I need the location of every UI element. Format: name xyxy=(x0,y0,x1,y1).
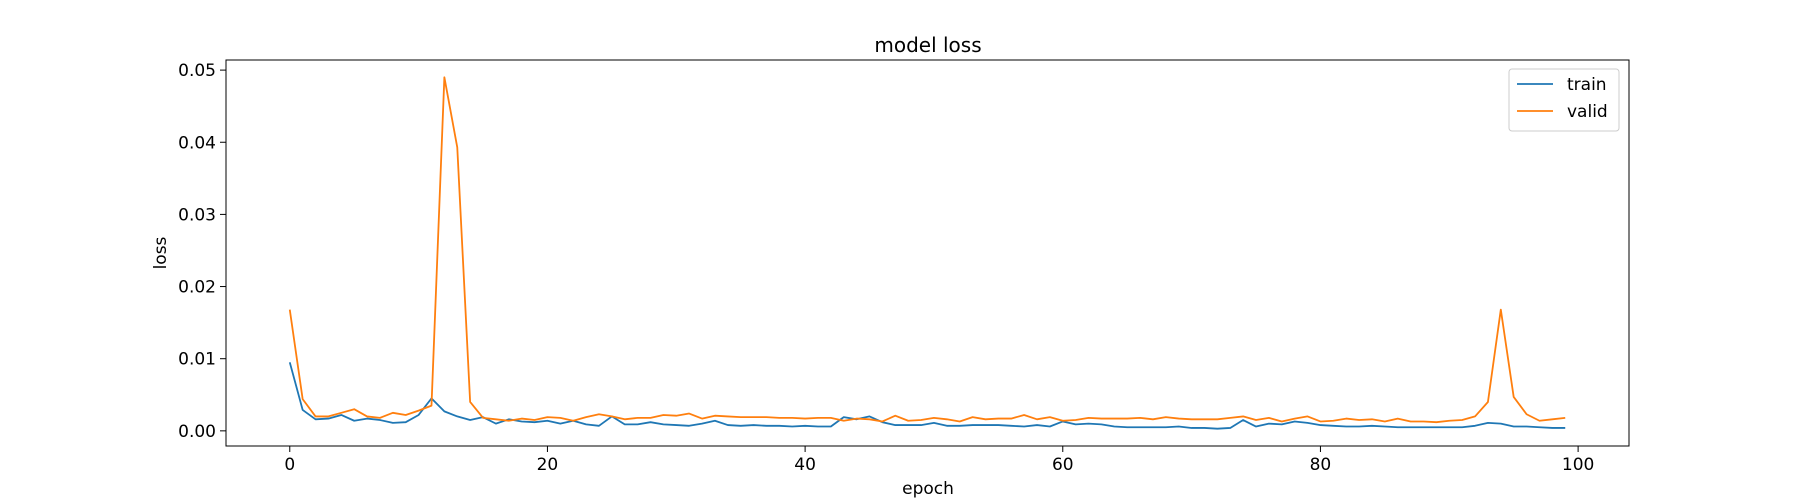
legend: train valid xyxy=(1508,68,1620,132)
y-tick-label: 0.00 xyxy=(178,422,216,442)
y-axis: 0.00 0.01 0.02 0.03 0.04 0.05 xyxy=(178,61,226,442)
x-tick-label: 80 xyxy=(1310,455,1332,475)
y-axis-label: loss xyxy=(151,236,171,269)
legend-label-train: train xyxy=(1567,75,1607,95)
y-tick-label: 0.04 xyxy=(178,133,216,153)
y-tick-label: 0.03 xyxy=(178,205,216,225)
x-tick-label: 60 xyxy=(1052,455,1074,475)
series-line-train xyxy=(288,362,1566,430)
plot-frame xyxy=(225,59,1630,447)
chart-title: model loss xyxy=(874,33,981,57)
plot-lines xyxy=(288,76,1566,430)
x-axis-label: epoch xyxy=(902,479,954,499)
legend-label-valid: valid xyxy=(1567,102,1608,122)
x-tick-label: 20 xyxy=(537,455,559,475)
y-tick-label: 0.05 xyxy=(178,61,216,81)
y-tick-label: 0.01 xyxy=(178,350,216,370)
x-tick-label: 40 xyxy=(794,455,816,475)
series-line-valid xyxy=(288,76,1566,424)
x-tick-label: 0 xyxy=(284,455,295,475)
x-tick-label: 100 xyxy=(1562,455,1594,475)
x-axis: 0 20 40 60 80 100 xyxy=(284,446,1594,475)
y-tick-label: 0.02 xyxy=(178,278,216,298)
